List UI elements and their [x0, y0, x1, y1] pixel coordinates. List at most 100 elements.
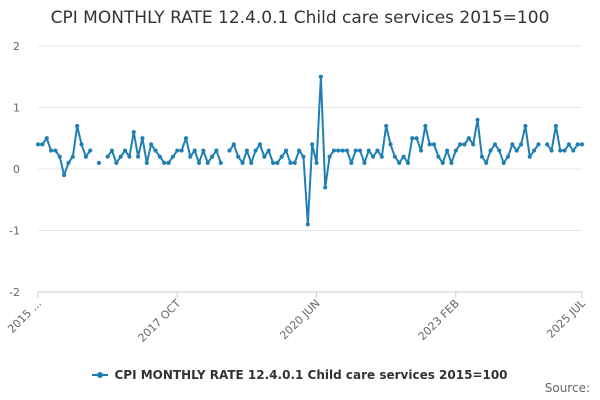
data-point — [532, 148, 537, 153]
data-point — [118, 154, 123, 159]
chart-legend[interactable]: CPI MONTHLY RATE 12.4.0.1 Child care ser… — [0, 365, 600, 382]
data-point — [140, 136, 145, 141]
data-point — [344, 148, 350, 153]
data-point — [79, 142, 84, 147]
data-point — [297, 148, 302, 153]
data-point — [331, 148, 337, 153]
x-tick-label: 2015 ... — [5, 297, 44, 336]
data-point — [379, 154, 384, 159]
data-point — [127, 154, 132, 159]
data-point — [70, 154, 75, 159]
data-point — [201, 148, 206, 153]
data-point — [249, 160, 254, 165]
series-line — [546, 124, 583, 152]
data-point — [436, 154, 441, 159]
data-point — [453, 148, 458, 153]
data-point — [349, 160, 354, 165]
data-point — [327, 154, 332, 159]
data-point — [371, 154, 376, 159]
data-point — [35, 142, 41, 147]
data-point — [227, 148, 232, 153]
data-point — [183, 136, 189, 141]
data-point — [510, 142, 515, 147]
data-point — [236, 154, 241, 159]
data-point — [305, 222, 310, 227]
series-line — [106, 131, 222, 164]
data-point — [270, 160, 276, 165]
data-point — [340, 148, 345, 153]
x-tick-label: 2017 OCT — [136, 297, 184, 345]
data-point — [253, 148, 258, 153]
data-point — [188, 154, 193, 159]
data-point — [357, 148, 363, 153]
data-point — [149, 142, 154, 147]
data-point — [53, 148, 58, 153]
data-point — [458, 142, 463, 147]
data-point — [501, 160, 506, 165]
data-point — [484, 160, 489, 165]
data-point — [405, 160, 411, 165]
data-point — [109, 148, 115, 153]
data-point — [262, 154, 267, 159]
data-point — [449, 160, 454, 165]
source-label: Source: — [544, 381, 590, 395]
data-point — [131, 130, 136, 135]
data-point — [96, 160, 102, 165]
data-point — [209, 154, 215, 159]
data-point — [88, 148, 93, 153]
data-point — [240, 160, 245, 165]
data-point — [427, 142, 432, 147]
x-tick-label: 2025 JUL — [544, 296, 588, 340]
data-point — [40, 142, 45, 147]
data-point — [62, 173, 67, 178]
data-point — [518, 142, 524, 147]
data-point — [553, 123, 558, 129]
y-tick-label: -2 — [9, 286, 20, 299]
data-point — [48, 148, 54, 153]
data-point — [431, 142, 437, 147]
data-point — [162, 160, 167, 165]
data-point — [397, 160, 402, 165]
data-point — [83, 154, 88, 159]
data-point — [388, 142, 393, 147]
data-point — [545, 142, 550, 147]
data-point — [153, 148, 158, 153]
data-point — [57, 154, 62, 159]
data-point — [579, 142, 585, 147]
data-point — [488, 148, 493, 153]
data-point — [562, 148, 567, 153]
y-tick-label: 0 — [13, 163, 20, 176]
data-point — [75, 123, 80, 129]
data-point — [523, 123, 528, 129]
y-tick-label: 1 — [13, 102, 20, 115]
data-point — [336, 148, 341, 153]
data-point — [401, 154, 406, 159]
data-point — [44, 136, 49, 141]
legend-series-swatch — [92, 372, 109, 378]
data-point — [244, 148, 249, 153]
data-point — [497, 148, 502, 153]
data-point — [440, 160, 445, 165]
data-point — [275, 160, 280, 165]
data-point — [196, 160, 202, 165]
data-point — [514, 148, 519, 153]
data-point — [575, 142, 580, 147]
data-point — [314, 160, 319, 165]
data-point — [527, 154, 532, 159]
data-point — [66, 160, 71, 165]
data-point — [549, 148, 554, 153]
data-point — [114, 160, 119, 165]
data-point — [105, 154, 110, 159]
data-point — [205, 160, 210, 165]
data-point — [418, 148, 424, 153]
data-point — [410, 136, 415, 141]
data-point — [288, 160, 293, 165]
data-point — [462, 142, 467, 147]
data-point — [444, 148, 450, 153]
data-point — [475, 117, 480, 122]
x-tick-label: 2023 FEB — [416, 297, 462, 343]
data-point — [292, 160, 297, 165]
data-point — [266, 148, 271, 153]
